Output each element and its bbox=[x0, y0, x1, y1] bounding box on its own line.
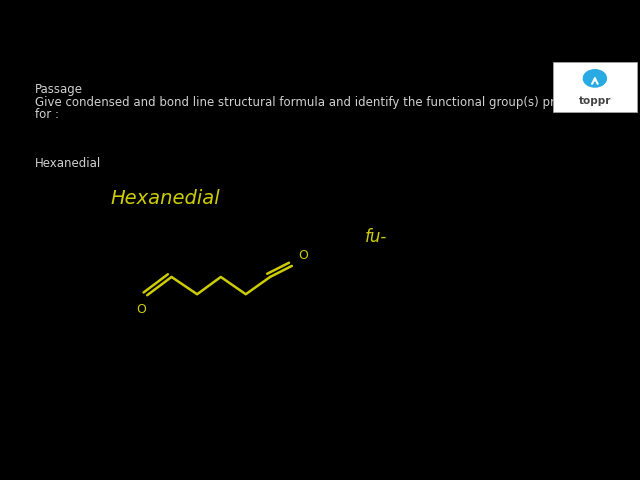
Text: O: O bbox=[298, 249, 308, 262]
Text: Give condensed and bond line structural formula and identify the functional grou: Give condensed and bond line structural … bbox=[35, 96, 632, 109]
Text: for :: for : bbox=[35, 108, 60, 121]
Text: O: O bbox=[136, 303, 146, 316]
Text: fu-: fu- bbox=[365, 228, 387, 247]
Text: Hexanedial: Hexanedial bbox=[110, 189, 220, 208]
Text: Hexanedial: Hexanedial bbox=[35, 157, 102, 170]
FancyBboxPatch shape bbox=[553, 62, 637, 112]
Text: toppr: toppr bbox=[579, 96, 611, 107]
Text: Passage: Passage bbox=[35, 83, 83, 96]
Circle shape bbox=[584, 70, 607, 87]
